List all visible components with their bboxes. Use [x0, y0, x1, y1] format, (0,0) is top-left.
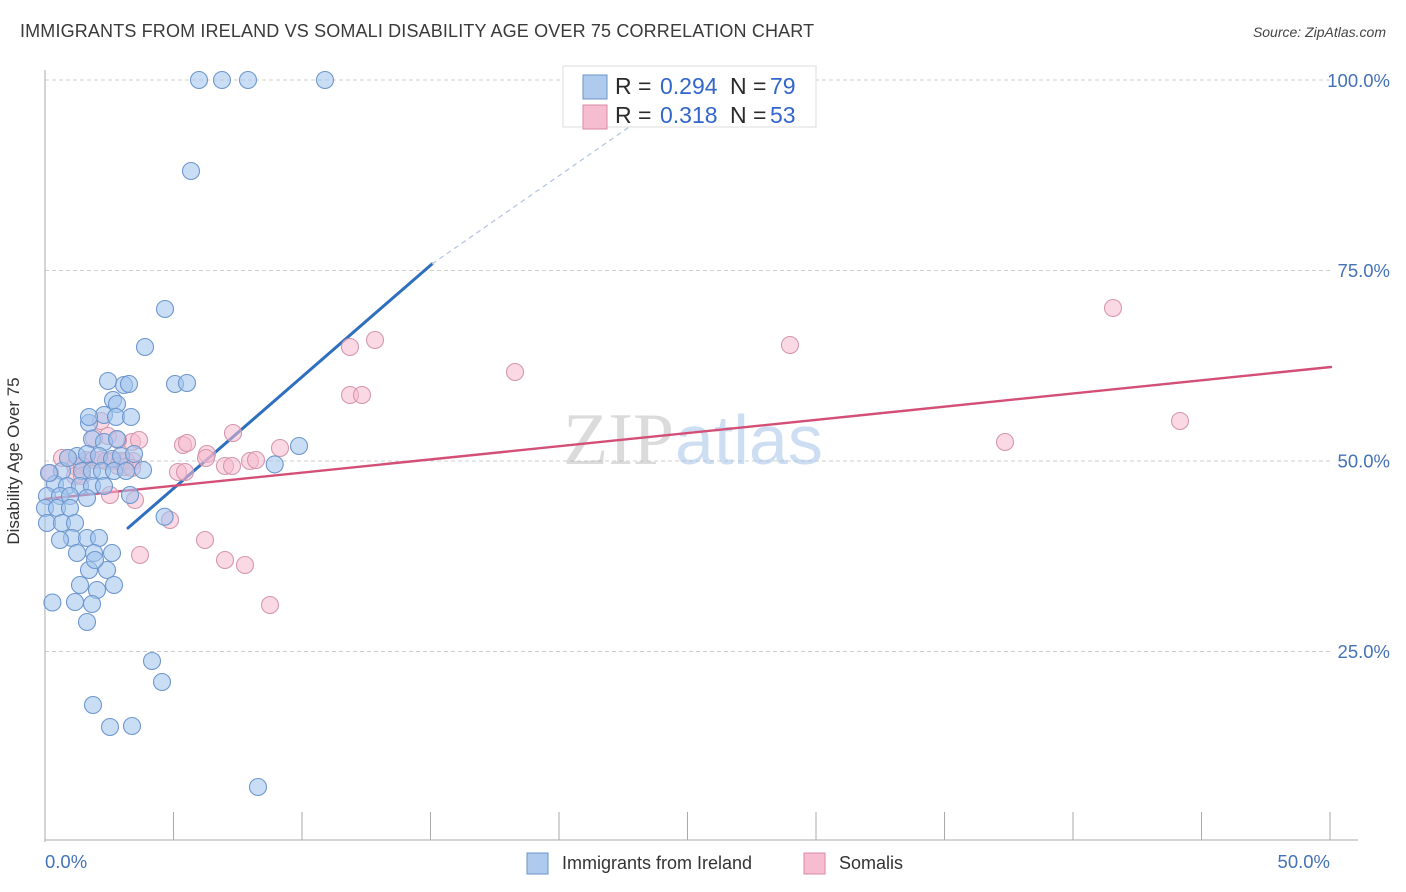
svg-text:0.0%: 0.0% — [45, 851, 87, 872]
svg-text:0.294: 0.294 — [660, 73, 718, 99]
svg-text:100.0%: 100.0% — [1327, 70, 1390, 91]
svg-text:N =: N = — [730, 73, 766, 99]
svg-text:50.0%: 50.0% — [1278, 851, 1330, 872]
svg-text:Immigrants from Ireland: Immigrants from Ireland — [562, 853, 752, 873]
svg-text:0.318: 0.318 — [660, 102, 718, 128]
svg-text:53: 53 — [770, 102, 796, 128]
svg-text:N =: N = — [730, 102, 766, 128]
svg-text:R =: R = — [615, 102, 651, 128]
svg-text:R =: R = — [615, 73, 651, 99]
svg-text:atlas: atlas — [675, 401, 823, 479]
svg-text:25.0%: 25.0% — [1338, 641, 1390, 662]
svg-text:79: 79 — [770, 73, 796, 99]
svg-text:75.0%: 75.0% — [1338, 260, 1390, 281]
svg-text:Somalis: Somalis — [839, 853, 903, 873]
svg-text:50.0%: 50.0% — [1338, 451, 1390, 472]
